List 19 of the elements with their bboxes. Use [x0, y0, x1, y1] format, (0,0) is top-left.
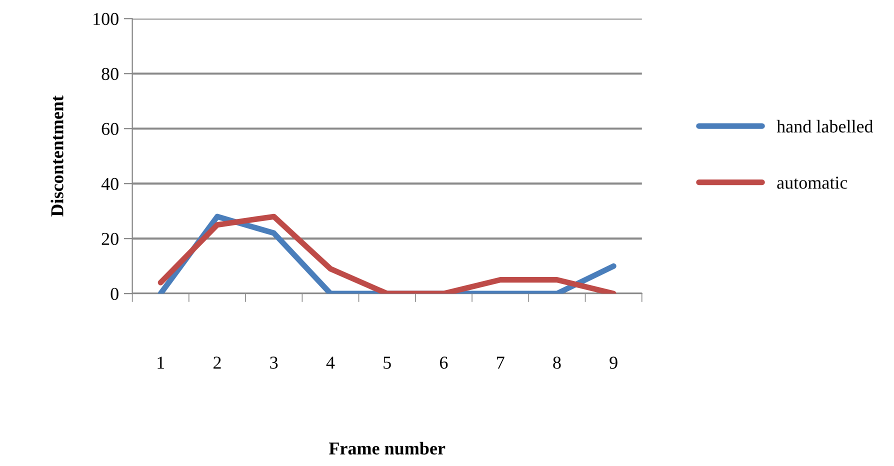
x-tick-label: 2 — [214, 356, 221, 369]
x-tick-label: 9 — [610, 356, 618, 369]
y-tick-label: 100 — [94, 12, 118, 26]
y-tick-label: 60 — [102, 122, 118, 136]
x-tick-label: 4 — [326, 356, 335, 369]
y-tick-label: 0 — [110, 288, 118, 300]
x-axis-title: Frame number — [328, 442, 446, 455]
x-tick-label: 5 — [384, 356, 391, 369]
legend-label: automatic — [777, 176, 848, 189]
y-tick-label: 20 — [102, 232, 118, 246]
x-tick-label: 1 — [158, 356, 164, 369]
y-tick-label: 40 — [101, 178, 118, 190]
x-tick-label: 6 — [440, 356, 448, 369]
x-tick-label: 7 — [497, 356, 504, 369]
y-tick-label: 80 — [102, 68, 118, 80]
x-tick-label: 3 — [270, 356, 278, 369]
legend-label: hand labelled — [776, 120, 874, 133]
y-axis-title: Discontentment — [50, 96, 64, 216]
x-tick-label: 8 — [553, 356, 561, 369]
